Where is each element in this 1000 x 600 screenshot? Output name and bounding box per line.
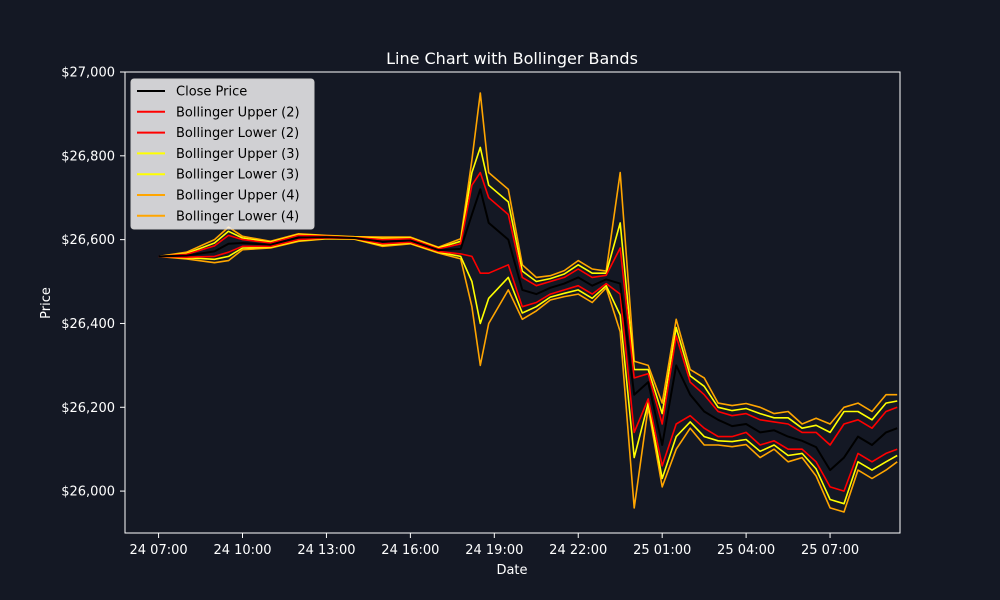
x-tick-label: 25 04:00 bbox=[717, 543, 775, 558]
y-tick-label: $26,800 bbox=[61, 149, 115, 164]
y-tick-label: $26,000 bbox=[61, 485, 115, 500]
y-tick-label: $26,400 bbox=[61, 317, 115, 332]
x-tick-label: 25 01:00 bbox=[633, 543, 691, 558]
legend-label: Bollinger Lower (3) bbox=[176, 168, 299, 183]
legend-label: Bollinger Lower (4) bbox=[176, 209, 299, 224]
legend: Close Price Bollinger Upper (2) Bollinger … bbox=[130, 78, 315, 230]
series-line-close-price bbox=[158, 188, 898, 472]
x-tick-label: 24 13:00 bbox=[297, 543, 355, 558]
legend-label: Bollinger Lower (2) bbox=[176, 126, 299, 141]
y-tick-label: $27,000 bbox=[61, 66, 115, 81]
legend-label: Bollinger Upper (3) bbox=[176, 147, 300, 162]
series-layer bbox=[158, 92, 898, 513]
chart-title: Line Chart with Bollinger Bands bbox=[386, 49, 638, 68]
x-tick-label: 24 07:00 bbox=[130, 543, 188, 558]
legend-label: Bollinger Upper (4) bbox=[176, 189, 300, 204]
x-tick-label: 24 19:00 bbox=[465, 543, 523, 558]
x-tick-label: 25 07:00 bbox=[801, 543, 859, 558]
x-tick-label: 24 16:00 bbox=[381, 543, 439, 558]
legend-box bbox=[130, 78, 315, 230]
y-axis: $26,000 $26,200 $26,400 $26,600 $26,800 $27,0… bbox=[61, 66, 125, 500]
y-tick-label: $26,200 bbox=[61, 401, 115, 416]
legend-label: Bollinger Upper (2) bbox=[176, 105, 300, 120]
legend-label: Close Price bbox=[176, 85, 247, 100]
y-tick-label: $26,600 bbox=[61, 233, 115, 248]
x-axis-label: Date bbox=[496, 563, 527, 578]
x-tick-label: 24 22:00 bbox=[549, 543, 607, 558]
x-tick-label: 24 10:00 bbox=[213, 543, 271, 558]
y-axis-label: Price bbox=[39, 287, 54, 319]
x-axis: 24 07:00 24 10:00 24 13:00 24 16:00 24 19:00… bbox=[130, 533, 859, 558]
